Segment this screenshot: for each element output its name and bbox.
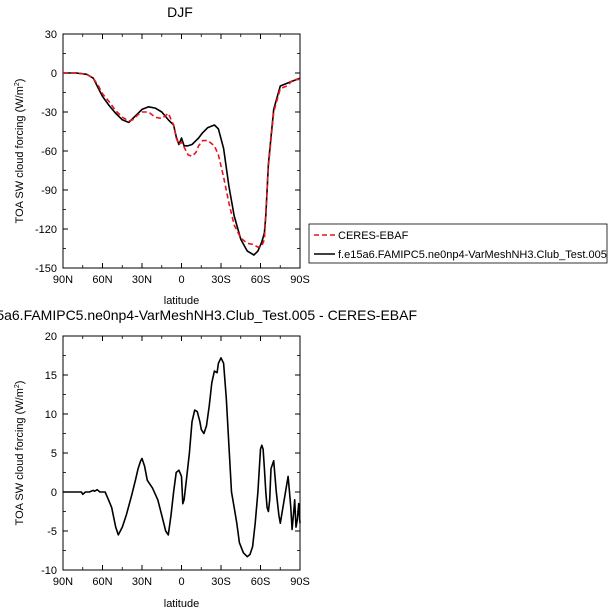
x-axis-label-diff: latitude xyxy=(164,598,199,610)
legend-label-ceres: CERES-EBAF xyxy=(338,230,409,242)
y-axis-label-diff-superscript: 2 xyxy=(14,384,21,388)
x-tick-label: 30S xyxy=(211,274,231,286)
x-tick-label: 90S xyxy=(290,274,310,286)
x-axis: 90N 60N 30N 0 30S 60S 90S xyxy=(53,34,310,286)
y-tick-label: -5 xyxy=(47,526,57,538)
legend: CERES-EBAF f.e15a6.FAMIPC5.ne0np4-VarMes… xyxy=(308,223,608,264)
series-line-f-e15a6-famipc5-ne0np4-varmeshnh3-club-test-005 xyxy=(63,72,301,256)
y-tick-label: -90 xyxy=(41,185,57,197)
chart-title-diff: f.e15a6.FAMIPC5.ne0np4-VarMeshNH3.Club_T… xyxy=(0,307,417,323)
y-axis-label-diff-text: TOA SW cloud forcing (W/m xyxy=(14,388,26,525)
plot-frame-diff xyxy=(62,335,301,571)
y-tick-label: 15 xyxy=(45,370,57,382)
y-tick-label: -30 xyxy=(41,107,57,119)
x-axis-label: latitude xyxy=(164,295,199,307)
y-tick-label: -120 xyxy=(35,224,57,236)
x-tick-label: 60N xyxy=(92,576,112,588)
y-tick-label: 30 xyxy=(45,29,57,41)
y-tick-label: 10 xyxy=(45,409,57,421)
y-tick-label: -150 xyxy=(35,263,57,275)
y-axis: 30 0 -30 -60 -90 -120 -150 xyxy=(35,29,300,275)
legend-label-model: f.e15a6.FAMIPC5.ne0np4-VarMeshNH3.Club_T… xyxy=(338,249,607,261)
x-tick-label: 90N xyxy=(53,274,73,286)
y-tick-label: -10 xyxy=(41,565,57,577)
x-tick-label: 90S xyxy=(290,576,310,588)
y-axis-label-diff: TOA SW cloud forcing (W/m2) xyxy=(14,381,26,526)
y-axis-label-text: TOA SW cloud forcing (W/m xyxy=(14,86,26,223)
legend-box xyxy=(308,223,608,264)
y-tick-label: -60 xyxy=(41,146,57,158)
panel-top: DJF 30 0 -30 -60 -90 -120 -150 90N 60N 30N 0 30S 60… xyxy=(14,4,608,307)
y-axis-label-diff-close: ) xyxy=(14,381,26,385)
x-tick-label: 90N xyxy=(53,576,73,588)
x-tick-label: 0 xyxy=(178,274,184,286)
y-axis-label-close: ) xyxy=(14,79,26,83)
y-axis-diff: 20 15 10 5 0 -5 -10 xyxy=(41,331,300,577)
y-tick-label: 5 xyxy=(51,448,57,460)
series-group-diff xyxy=(63,356,301,558)
y-axis-label: TOA SW cloud forcing (W/m2) xyxy=(14,79,26,224)
x-tick-label: 60S xyxy=(251,274,271,286)
x-axis-diff: 90N 60N 30N 0 30S 60S 90S xyxy=(53,336,310,588)
y-tick-label: 0 xyxy=(51,68,57,80)
y-tick-label: 0 xyxy=(51,487,57,499)
x-tick-label: 30N xyxy=(132,274,152,286)
x-tick-label: 60N xyxy=(92,274,112,286)
x-tick-label: 30S xyxy=(211,576,231,588)
y-tick-label: 20 xyxy=(45,331,57,343)
series-line-ceres-ebaf xyxy=(63,72,300,248)
x-tick-label: 60S xyxy=(251,576,271,588)
y-axis-label-superscript: 2 xyxy=(14,82,21,86)
panel-bottom: f.e15a6.FAMIPC5.ne0np4-VarMeshNH3.Club_T… xyxy=(0,307,417,610)
chart-title: DJF xyxy=(167,4,193,20)
x-tick-label: 30N xyxy=(132,576,152,588)
series-group xyxy=(63,72,301,256)
series-line-difference xyxy=(63,356,301,558)
x-tick-label: 0 xyxy=(178,576,184,588)
